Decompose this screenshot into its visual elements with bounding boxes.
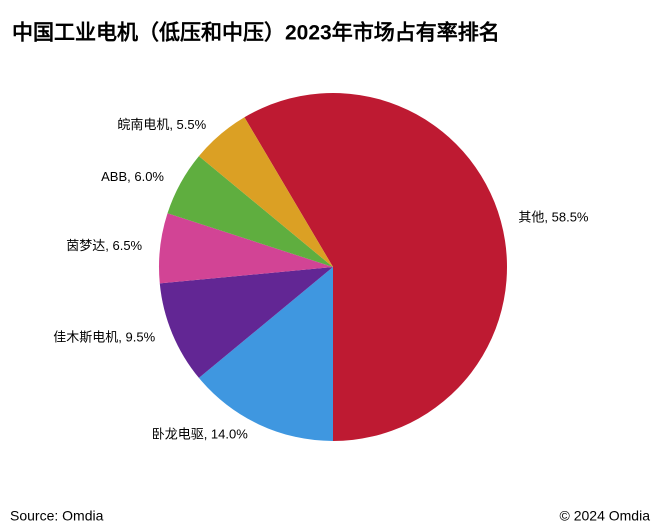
copyright: © 2024 Omdia (560, 508, 651, 524)
slice-label: 茵梦达, 6.5% (66, 238, 142, 253)
pie-slice (198, 117, 333, 267)
pie-slice (159, 267, 333, 378)
pie-slice (244, 93, 508, 441)
slice-label: 卧龙电驱, 14.0% (152, 427, 249, 442)
slice-label: ABB, 6.0% (101, 169, 164, 184)
pie-slice (159, 213, 333, 284)
chart-title: 中国工业电机（低压和中压）2023年市场占有率排名 (12, 21, 500, 45)
pie-slice (167, 156, 333, 267)
slice-label: 佳木斯电机, 9.5% (53, 330, 155, 345)
source: Source: Omdia (10, 508, 104, 524)
slice-label: 其他, 58.5% (518, 209, 589, 224)
slice-label: 皖南电机, 5.5% (117, 117, 206, 132)
pie-slice (198, 267, 333, 441)
